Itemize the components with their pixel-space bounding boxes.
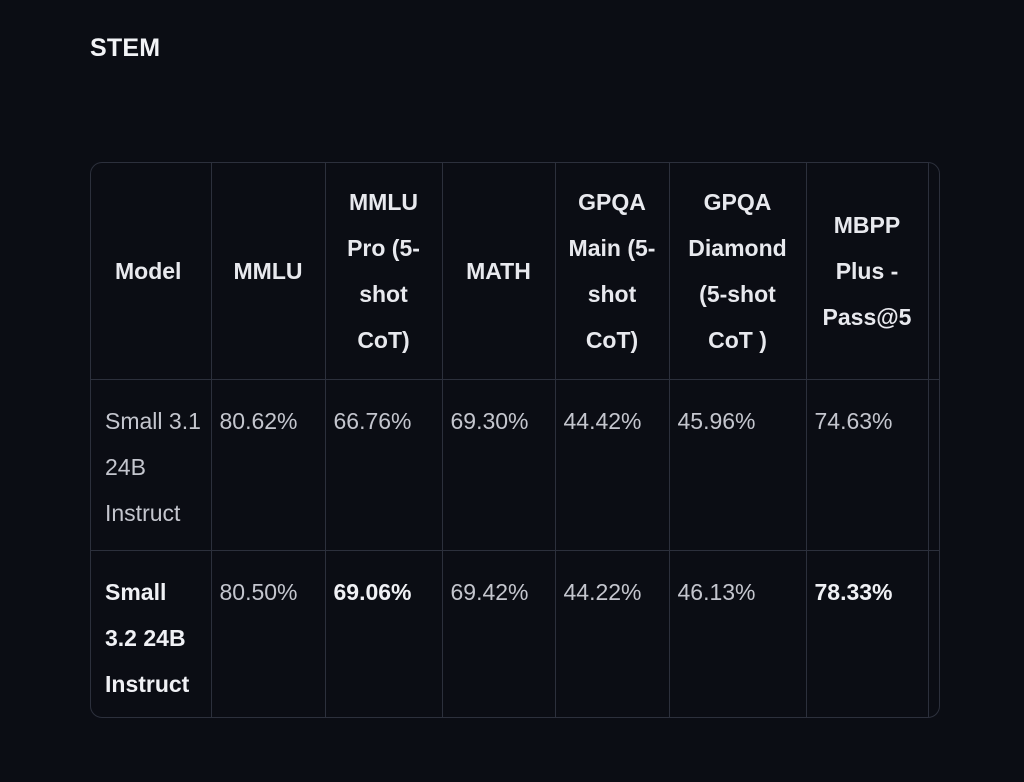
cell-math: 69.30%: [442, 379, 556, 551]
cell-gpqa-main: 44.22%: [555, 550, 670, 717]
benchmark-table: Model MMLU MMLU Pro (5-shot CoT) MATH GP…: [91, 163, 939, 717]
benchmark-table-container[interactable]: Model MMLU MMLU Pro (5-shot CoT) MATH GP…: [90, 162, 940, 718]
section-title: STEM: [90, 34, 161, 62]
cell-math: 69.42%: [442, 550, 556, 717]
header-model[interactable]: Model: [91, 163, 212, 380]
table-row: Small 3.2 24B Instruct 80.50% 69.06% 69.…: [91, 550, 939, 717]
header-gpqa-main[interactable]: GPQA Main (5-shot CoT): [555, 163, 670, 380]
header-overflow-cell: [928, 163, 939, 380]
table-row: Small 3.1 24B Instruct 80.62% 66.76% 69.…: [91, 379, 939, 551]
header-gpqa-diamond[interactable]: GPQA Diamond (5-shot CoT ): [669, 163, 807, 380]
cell-mbpp-plus: 74.63%: [806, 379, 929, 551]
table-header-row: Model MMLU MMLU Pro (5-shot CoT) MATH GP…: [91, 163, 939, 380]
cell-mbpp-plus: 78.33%: [806, 550, 929, 717]
cell-gpqa-diamond: 45.96%: [669, 379, 807, 551]
cell-mmlu: 80.50%: [211, 550, 326, 717]
cell-gpqa-diamond: 46.13%: [669, 550, 807, 717]
cell-overflow: [928, 379, 939, 551]
header-mmlu[interactable]: MMLU: [211, 163, 326, 380]
cell-model: Small 3.2 24B Instruct: [91, 550, 212, 717]
header-mbpp-plus[interactable]: MBPP Plus - Pass@5: [806, 163, 929, 380]
cell-gpqa-main: 44.42%: [555, 379, 670, 551]
header-math[interactable]: MATH: [442, 163, 556, 380]
cell-model: Small 3.1 24B Instruct: [91, 379, 212, 551]
cell-mmlu-pro: 69.06%: [325, 550, 443, 717]
cell-mmlu-pro: 66.76%: [325, 379, 443, 551]
cell-overflow: [928, 550, 939, 717]
cell-mmlu: 80.62%: [211, 379, 326, 551]
header-mmlu-pro[interactable]: MMLU Pro (5-shot CoT): [325, 163, 443, 380]
